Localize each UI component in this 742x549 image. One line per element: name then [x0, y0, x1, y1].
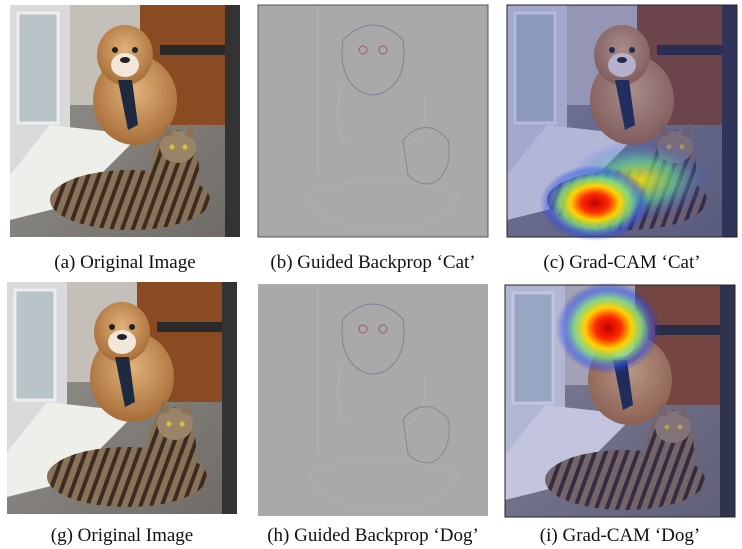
- caption: (b) Guided Backprop ‘Cat’: [270, 252, 475, 273]
- caption: (i) Grad-CAM ‘Dog’: [540, 525, 700, 546]
- image: [258, 5, 488, 237]
- heatmap: [540, 165, 650, 241]
- image: [7, 282, 237, 514]
- image-border: [257, 4, 489, 238]
- panel-a: (a) Original Image: [10, 5, 240, 273]
- panel-b: (b) Guided Backprop ‘Cat’: [257, 4, 489, 273]
- panel-i: (i) Grad-CAM ‘Dog’: [504, 282, 736, 546]
- image: [10, 5, 240, 237]
- panel-h: (h) Guided Backprop ‘Dog’: [258, 284, 488, 546]
- heatmap: [556, 282, 660, 374]
- image-border: [504, 284, 736, 518]
- caption: (a) Original Image: [54, 252, 195, 273]
- panel-g: (g) Original Image: [7, 282, 237, 546]
- caption: (h) Guided Backprop ‘Dog’: [267, 525, 479, 546]
- panel-c: (c) Grad-CAM ‘Cat’: [506, 4, 738, 273]
- image-border: [506, 4, 738, 238]
- image: [258, 284, 488, 516]
- caption: (c) Grad-CAM ‘Cat’: [543, 252, 700, 273]
- caption: (g) Original Image: [51, 525, 193, 546]
